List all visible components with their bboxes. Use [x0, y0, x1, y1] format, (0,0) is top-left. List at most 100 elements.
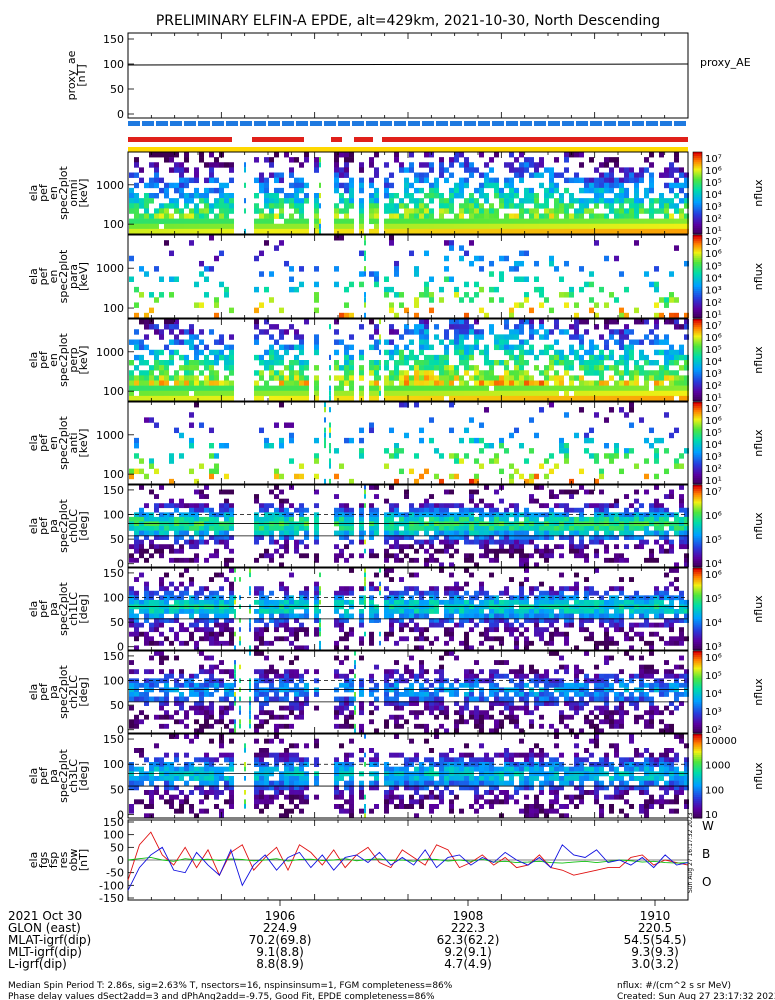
spectrogram-cell: [524, 618, 529, 623]
spectrogram-cell: [484, 590, 489, 596]
spectrogram-cell: [659, 516, 664, 522]
spectrogram-cell: [459, 458, 464, 464]
spectrogram-cell: [504, 360, 509, 366]
spectrogram-cell: [674, 157, 679, 163]
spectrogram-cell: [429, 307, 434, 314]
spectrogram-cell: [649, 213, 654, 219]
spectrogram-cell: [374, 218, 379, 225]
spectrogram-cell: [314, 198, 319, 204]
spectrogram-cell: [474, 203, 479, 209]
spectrogram-cell: [264, 390, 269, 397]
spectrogram-cell: [404, 553, 409, 559]
colorbar-step: [693, 284, 702, 288]
spectrogram-cell: [679, 375, 684, 381]
colorbar-step: [693, 158, 702, 161]
spectrogram-cell: [684, 172, 689, 178]
spectrogram-cell: [414, 645, 419, 651]
spectrogram-cell: [544, 334, 549, 340]
spectrogram-cell: [514, 636, 519, 642]
spectrogram-cell: [554, 198, 559, 204]
spectrogram-cell: [634, 193, 639, 199]
spectrogram-cell: [674, 228, 679, 235]
spectrogram-cell: [199, 422, 204, 428]
spectrogram-cell: [214, 297, 219, 303]
spectrogram-cell: [529, 494, 534, 499]
spectrogram-cell: [149, 609, 154, 614]
spectrogram-cell: [134, 631, 139, 637]
spectrogram-cell: [399, 468, 404, 475]
spectrogram-cell: [544, 198, 549, 204]
spectrogram-cell: [524, 458, 529, 464]
spectrogram-cell: [529, 395, 534, 402]
status-bar-red-segment: [354, 137, 373, 142]
spectrogram-cell: [224, 443, 229, 449]
spectrogram-cell: [534, 218, 539, 225]
spectrogram-cell: [669, 218, 674, 225]
spectrogram-cell: [159, 203, 164, 209]
spectrogram-cell: [554, 370, 559, 376]
spectrogram-cell: [209, 599, 214, 605]
y-axis-label: ela: [27, 435, 40, 452]
spectrogram-cell: [639, 370, 644, 376]
spectrogram-cell: [559, 292, 564, 298]
spectrogram-cell: [419, 507, 424, 513]
spectrogram-cell: [514, 613, 519, 619]
spectrogram-cell: [569, 530, 574, 536]
spectrogram-cell: [449, 489, 454, 495]
spectrogram-cell: [664, 198, 669, 204]
spectrogram-cell: [574, 432, 579, 439]
spectrogram-cell: [539, 157, 544, 163]
spectrogram-cell: [214, 572, 219, 578]
colorbar-step: [693, 495, 702, 498]
spectrogram-cell: [279, 599, 284, 605]
spectrogram-cell: [204, 618, 209, 623]
spectrogram-cell: [604, 302, 609, 308]
spectrogram-cell: [394, 193, 399, 199]
spectrogram-cell: [549, 494, 554, 499]
spectrogram-cell: [619, 344, 624, 351]
spectrogram-cell: [454, 286, 459, 293]
spectrogram-cell: [604, 344, 609, 351]
spectrogram-cell: [224, 503, 229, 509]
spectrogram-cell: [314, 437, 319, 444]
spectrogram-cell: [384, 177, 389, 184]
spectrogram-cell: [154, 627, 159, 633]
spectrogram-cell: [464, 530, 469, 536]
spectrogram-cell: [154, 218, 159, 225]
spectrogram-cell: [624, 187, 629, 194]
spectrogram-cell: [464, 618, 469, 623]
spectrogram-cell: [474, 562, 479, 568]
spectrogram-cell: [424, 152, 429, 158]
spectrogram-cell: [459, 177, 464, 184]
spectrogram-cell: [194, 402, 199, 408]
spectrogram-cell: [644, 390, 649, 397]
spectrogram-cell: [449, 599, 454, 605]
spectrogram-cell: [319, 618, 321, 623]
spectrogram-cell: [569, 223, 574, 230]
spectrogram-cell: [604, 385, 609, 392]
spectrogram-cell: [449, 395, 454, 402]
spectrogram-cell: [649, 427, 654, 434]
spectrogram-cell: [539, 162, 544, 168]
spectrogram-cell: [289, 360, 294, 366]
spectrogram-cell: [454, 152, 459, 158]
spectrogram-cell: [159, 530, 164, 536]
spectrogram-cell: [229, 385, 234, 392]
spectrogram-cell: [579, 548, 584, 554]
spectrogram-cell: [564, 167, 569, 173]
spectrogram-cell: [134, 622, 139, 628]
spectrogram-cell: [659, 218, 664, 225]
spectrogram-cell: [224, 213, 229, 219]
status-bar-blue-segment: [674, 121, 686, 126]
spectrogram-cell: [294, 329, 299, 335]
spectrogram-cell: [584, 228, 589, 235]
colorbar-step: [693, 507, 702, 511]
spectrogram-cell: [674, 177, 679, 184]
spectrogram-cell: [154, 365, 159, 371]
spectrogram-cell: [504, 548, 509, 554]
spectrogram-cell: [204, 557, 209, 563]
spectrogram-cell: [214, 453, 219, 459]
spectrogram-cell: [419, 599, 424, 605]
spectrogram-cell: [129, 613, 134, 619]
spectrogram-cell: [369, 636, 374, 642]
